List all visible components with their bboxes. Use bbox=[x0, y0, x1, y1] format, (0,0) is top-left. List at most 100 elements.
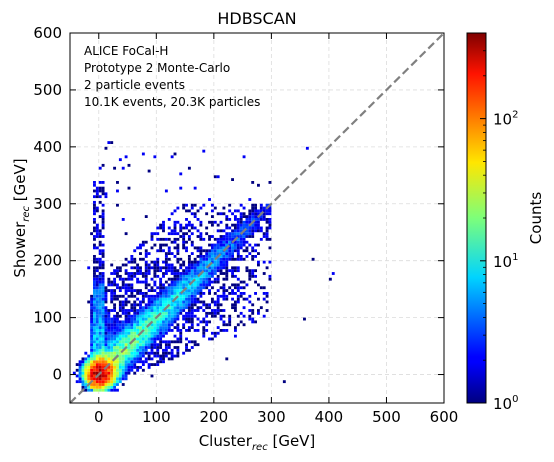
heatmap-cell-1218 bbox=[176, 317, 180, 321]
heatmap-cell-1388 bbox=[190, 292, 194, 295]
heatmap-cell-665 bbox=[130, 363, 134, 366]
heatmap-cell-1594 bbox=[213, 331, 217, 335]
heatmap-cell-1798 bbox=[236, 323, 240, 327]
heatmap-cell-316 bbox=[101, 249, 105, 253]
heatmap-cell-314 bbox=[101, 255, 105, 258]
heatmap-cell-1782 bbox=[233, 269, 237, 273]
heatmap-cell-528 bbox=[118, 357, 122, 361]
heatmap-cell-1611 bbox=[213, 249, 217, 253]
heatmap-cell-1514 bbox=[202, 237, 206, 241]
heatmap-cell-1046 bbox=[162, 320, 165, 324]
heatmap-cell-1937 bbox=[254, 255, 257, 258]
heatmap-cell-6 bbox=[78, 377, 82, 381]
heatmap-cell-1936 bbox=[254, 269, 257, 273]
heatmap-cell-1920 bbox=[251, 232, 255, 236]
heatmap-cell-96 bbox=[93, 366, 96, 369]
heatmap-cell-1286 bbox=[182, 292, 186, 295]
heatmap-cell-2025 bbox=[328, 277, 332, 281]
heatmap-cell-172 bbox=[95, 331, 99, 335]
heatmap-cell-504 bbox=[116, 323, 119, 327]
heatmap-cell-1982 bbox=[262, 272, 266, 275]
heatmap-cell-1356 bbox=[187, 283, 191, 287]
heatmap-cell-962 bbox=[153, 232, 157, 236]
heatmap-cell-811 bbox=[141, 320, 145, 324]
heatmap-cell-687 bbox=[130, 292, 134, 295]
heatmap-cell-1978 bbox=[262, 314, 266, 318]
heatmap-cell-1293 bbox=[182, 272, 186, 275]
heatmap-cell-1036 bbox=[162, 357, 165, 361]
heatmap-cell-506 bbox=[116, 317, 119, 321]
heatmap-cell-1561 bbox=[208, 243, 211, 247]
heatmap-cell-1886 bbox=[248, 314, 252, 318]
heatmap-cell-1968 bbox=[259, 286, 263, 290]
heatmap-cell-254 bbox=[98, 257, 102, 261]
heatmap-cell-758 bbox=[136, 272, 140, 275]
heatmap-cell-2021 bbox=[282, 380, 286, 384]
heatmap-cell-1297 bbox=[182, 246, 186, 250]
heatmap-cell-1248 bbox=[179, 334, 183, 338]
heatmap-cell-1210 bbox=[176, 351, 180, 355]
heatmap-cell-112 bbox=[93, 320, 96, 324]
heatmap-cell-479 bbox=[113, 272, 117, 275]
heatmap-cell-133 bbox=[93, 257, 96, 261]
heatmap-cell-1984 bbox=[262, 235, 266, 238]
heatmap-cell-803 bbox=[141, 343, 145, 347]
heatmap-cell-497 bbox=[116, 343, 119, 347]
heatmap-cell-142 bbox=[93, 218, 96, 221]
heatmap-cell-103 bbox=[93, 346, 96, 349]
heatmap-cell-14 bbox=[81, 385, 85, 389]
heatmap-cell-720 bbox=[133, 306, 137, 310]
heatmap-cell-513 bbox=[116, 274, 119, 278]
heatmap-cell-1148 bbox=[170, 317, 174, 321]
heatmap-cell-100 bbox=[93, 354, 96, 358]
heatmap-cell-554 bbox=[118, 158, 122, 162]
heatmap-cell-1841 bbox=[239, 223, 243, 227]
heatmap-cell-248 bbox=[98, 277, 102, 281]
heatmap-cell-1020 bbox=[159, 294, 163, 298]
heatmap-cell-1821 bbox=[236, 223, 240, 227]
heatmap-cell-1996 bbox=[265, 237, 269, 241]
heatmap-cell-1776 bbox=[233, 303, 237, 307]
heatmap-cell-1341 bbox=[187, 329, 191, 332]
heatmap-cell-365 bbox=[104, 292, 108, 295]
heatmap-cell-700 bbox=[133, 363, 137, 366]
heatmap-cell-1097 bbox=[164, 266, 168, 270]
heatmap-cell-1027 bbox=[159, 269, 163, 273]
heatmap-cell-251 bbox=[98, 266, 102, 270]
heatmap-cell-934 bbox=[153, 343, 157, 347]
heatmap-cell-621 bbox=[124, 283, 128, 287]
heatmap-cell-1678 bbox=[222, 292, 226, 295]
heatmap-cell-1439 bbox=[196, 323, 200, 327]
heatmap-cell-1260 bbox=[179, 286, 183, 290]
heatmap-cell-921 bbox=[150, 289, 154, 292]
heatmap-cell-862 bbox=[144, 249, 148, 253]
heatmap-cell-1441 bbox=[196, 309, 200, 312]
heatmap-cell-721 bbox=[133, 303, 137, 307]
heatmap-cell-1855 bbox=[242, 249, 246, 253]
heatmap-cell-1380 bbox=[190, 314, 194, 318]
heatmap-cell-681 bbox=[130, 317, 134, 321]
heatmap-cell-1652 bbox=[219, 294, 223, 298]
heatmap-cell-1616 bbox=[213, 206, 217, 210]
heatmap-cell-1431 bbox=[193, 246, 197, 250]
heatmap-cell-1867 bbox=[242, 206, 246, 210]
heatmap-cell-1242 bbox=[176, 237, 180, 241]
heatmap-cell-187 bbox=[95, 289, 99, 292]
heatmap-cell-226 bbox=[98, 340, 102, 344]
heatmap-cell-518 bbox=[116, 189, 119, 193]
heatmap-cell-1285 bbox=[182, 294, 186, 298]
heatmap-cell-1436 bbox=[193, 186, 197, 190]
heatmap-cell-1835 bbox=[239, 240, 243, 244]
heatmap-cell-1887 bbox=[248, 309, 252, 312]
heatmap-cell-1240 bbox=[176, 246, 180, 250]
heatmap-cell-86 bbox=[90, 294, 94, 298]
heatmap-cell-363 bbox=[104, 297, 108, 301]
heatmap-cell-656 bbox=[127, 283, 131, 287]
heatmap-cell-1382 bbox=[190, 309, 194, 312]
heatmap-cell-148 bbox=[93, 195, 96, 199]
heatmap-cell-1193 bbox=[173, 277, 177, 281]
heatmap-cell-473 bbox=[113, 294, 117, 298]
heatmap-cell-1692 bbox=[222, 243, 226, 247]
heatmap-cell-505 bbox=[116, 320, 119, 324]
